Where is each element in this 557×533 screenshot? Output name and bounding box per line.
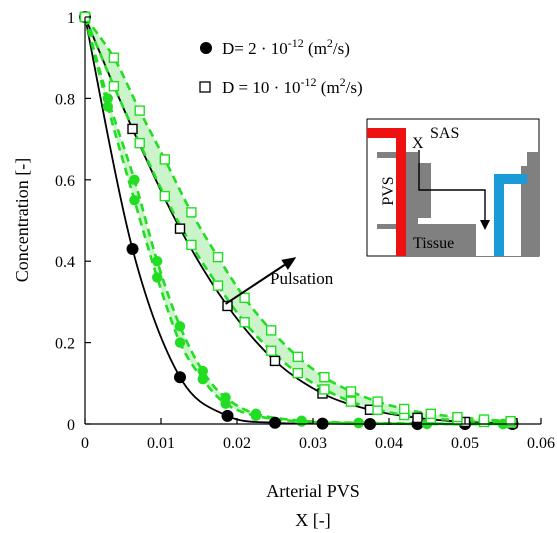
pvs-schematic-inset: X SAS PVS Tissue (366, 118, 540, 257)
data-point-4-7 (266, 345, 277, 356)
data-point-3-8 (296, 415, 307, 426)
data-point-3-9 (353, 417, 364, 428)
legend-marker-filled-circle (200, 42, 212, 54)
inset-flow-arrow-head (480, 220, 490, 230)
pulsation-annotation: Pulsation (225, 257, 334, 305)
data-point-0-1 (126, 242, 139, 255)
y-tick-label-2: 0.4 (55, 254, 75, 271)
x-tick-label-1: 0.01 (147, 435, 175, 452)
axis-ticks: 0 0.01 0.02 0.03 0.04 0.05 0.06 0 0.2 0.4 0.6 0.8 1 (55, 10, 555, 452)
legend-entry-d2: D= 2 · 10-12 (m2/s) (222, 36, 350, 58)
legend-marker-open-square (199, 81, 211, 93)
data-point-5-5 (212, 251, 224, 263)
inset-tissue-block (405, 224, 476, 256)
x-axis-label: Arterial PVS (266, 481, 360, 501)
y-tick-label-4: 0.8 (55, 91, 75, 108)
data-point-5-7 (266, 325, 277, 336)
data-point-2-1 (102, 101, 114, 112)
data-point-3-1 (102, 93, 114, 104)
x-tick-label-4: 0.04 (375, 435, 403, 452)
data-point-4-2 (134, 137, 145, 149)
data-point-4-9 (319, 384, 330, 395)
data-point-5-13 (425, 408, 436, 420)
data-point-2-2 (129, 194, 140, 206)
data-point-4-3 (159, 190, 171, 202)
inset-label-tissue: Tissue (413, 235, 454, 252)
pulsation-arrow (225, 264, 286, 305)
data-point-3-5 (197, 365, 208, 377)
data-point-3-6 (220, 392, 231, 403)
inset-vein (494, 174, 527, 256)
y-tick-label-0: 0 (67, 417, 75, 434)
pulsation-arrow-head (281, 257, 297, 270)
inset-label-x: X (412, 135, 424, 152)
data-point-5-10 (345, 386, 357, 397)
x-tick-label-2: 0.02 (223, 435, 251, 452)
data-point-2-4 (174, 337, 186, 348)
legend-entry-d10: D = 10 · 10-12 (m2/s) (222, 75, 363, 97)
data-point-3-4 (174, 321, 186, 332)
data-point-4-10 (345, 396, 357, 407)
data-point-3-2 (129, 174, 140, 185)
y-tick-label-3: 0.6 (55, 173, 75, 190)
data-point-0-3 (221, 409, 234, 422)
inset-label-sas: SAS (430, 125, 459, 142)
data-point-0-4 (269, 416, 281, 429)
x-tick-label-5: 0.05 (451, 435, 479, 452)
data-point-2-5 (197, 374, 208, 385)
series-markers (79, 11, 519, 430)
data-point-4-8 (292, 367, 303, 379)
data-point-3-3 (152, 256, 163, 267)
data-point-4-1 (108, 80, 120, 92)
pulsation-label: Pulsation (270, 269, 334, 288)
data-point-5-14 (452, 411, 463, 423)
inset-artery (367, 128, 406, 256)
data-point-5-6 (239, 292, 250, 304)
inset-flow-path (418, 150, 486, 222)
data-point-5-3 (159, 154, 171, 165)
data-point-5-1 (108, 52, 120, 63)
data-point-5-12 (399, 403, 410, 415)
x-axis-label-units: X [-] (295, 510, 330, 530)
legend: D= 2 · 10-12 (m2/s) D = 10 · 10-12 (m2/s… (199, 36, 363, 97)
data-point-5-2 (134, 105, 145, 116)
y-axis-label: Concentration [-] (12, 158, 32, 282)
data-point-1-3 (222, 300, 233, 312)
data-point-1-2 (174, 223, 186, 234)
data-point-2-3 (152, 272, 163, 283)
data-point-5-4 (186, 207, 197, 218)
data-point-4-5 (212, 280, 224, 291)
data-point-0-2 (174, 371, 186, 384)
data-point-5-15 (478, 414, 490, 425)
data-point-4-4 (186, 239, 197, 251)
x-tick-label-0: 0 (81, 435, 89, 452)
data-point-5-16 (505, 415, 516, 427)
data-point-1-4 (269, 355, 281, 367)
data-point-5-11 (372, 396, 383, 407)
data-point-4-6 (239, 317, 250, 328)
data-point-5-9 (319, 371, 330, 383)
y-tick-label-5: 1 (67, 10, 75, 27)
y-tick-label-1: 0.2 (55, 336, 75, 353)
data-point-3-7 (250, 408, 262, 420)
x-tick-label-3: 0.03 (299, 435, 327, 452)
inset-label-pvs: PVS (380, 176, 397, 205)
data-point-5-8 (292, 351, 303, 363)
data-point-1-1 (127, 123, 138, 135)
x-tick-label-6: 0.06 (527, 435, 555, 452)
inset-tissue-strip (527, 166, 539, 256)
data-point-1-7 (412, 412, 423, 424)
